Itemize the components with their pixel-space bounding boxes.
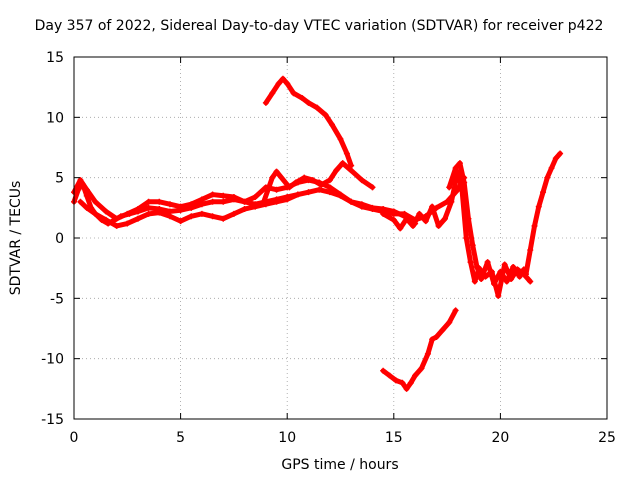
- axis-ticks: [73, 56, 608, 420]
- point-cluster: [457, 160, 467, 185]
- x-tick-label: 10: [278, 430, 296, 446]
- point-cluster: [359, 177, 375, 190]
- point-cluster: [470, 242, 480, 270]
- series-mid-rise: [260, 160, 376, 205]
- y-tick-label: 5: [55, 171, 64, 187]
- point-cluster: [446, 307, 459, 325]
- point-cluster: [425, 336, 435, 357]
- point-cluster: [495, 262, 508, 299]
- x-tick-label: 5: [176, 430, 185, 446]
- series-upper-arc: [262, 75, 355, 169]
- point-cluster: [459, 187, 469, 241]
- point-cluster: [329, 122, 343, 142]
- data-point: [452, 307, 459, 314]
- point-cluster: [274, 169, 292, 190]
- chart-title: Day 357 of 2022, Sidereal Day-to-day VTE…: [35, 18, 604, 34]
- y-tick-label: 0: [55, 231, 64, 247]
- point-cluster: [284, 192, 301, 202]
- grid-lines: [74, 57, 607, 419]
- point-cluster: [419, 351, 431, 371]
- series-right-cluster: [446, 160, 527, 287]
- point-cluster: [485, 259, 497, 287]
- point-cluster: [553, 151, 563, 161]
- y-tick-label: 10: [46, 110, 64, 126]
- point-cluster: [461, 179, 471, 222]
- point-cluster: [517, 266, 527, 280]
- x-tick-label: 20: [491, 430, 509, 446]
- data-point: [369, 184, 376, 191]
- y-tick-labels: -15 -10 -5 0 5 10 15: [41, 50, 64, 428]
- data-point: [527, 278, 534, 285]
- data-point: [294, 191, 301, 198]
- point-cluster: [527, 223, 538, 253]
- point-cluster: [536, 189, 546, 210]
- point-cluster: [344, 151, 354, 169]
- x-tick-label: 25: [598, 430, 616, 446]
- point-cluster: [465, 216, 476, 248]
- x-tick-label: 0: [70, 430, 79, 446]
- series-final-rise: [522, 150, 564, 278]
- x-axis-label: GPS time / hours: [281, 457, 398, 473]
- point-cluster: [540, 175, 550, 195]
- series-upper-band: [71, 177, 419, 227]
- y-axis-label: SDTVAR / TECUs: [8, 181, 24, 296]
- y-tick-label: -10: [41, 352, 64, 368]
- point-cluster: [532, 204, 542, 229]
- x-tick-labels: 0 5 10 15 20 25: [70, 430, 616, 446]
- y-tick-label: 15: [46, 50, 64, 66]
- data-point: [557, 150, 564, 157]
- point-cluster: [446, 165, 459, 190]
- point-cluster: [455, 169, 465, 193]
- point-cluster: [338, 136, 350, 157]
- plot-frame: [73, 56, 608, 420]
- point-cluster: [429, 204, 442, 229]
- y-tick-label: -5: [50, 291, 64, 307]
- point-cluster: [442, 199, 454, 222]
- point-cluster: [523, 247, 533, 277]
- point-cluster: [463, 235, 474, 265]
- y-tick-label: -15: [41, 412, 64, 428]
- series-bottom-segment: [380, 307, 459, 392]
- data-points: [71, 75, 564, 392]
- x-tick-label: 15: [385, 430, 403, 446]
